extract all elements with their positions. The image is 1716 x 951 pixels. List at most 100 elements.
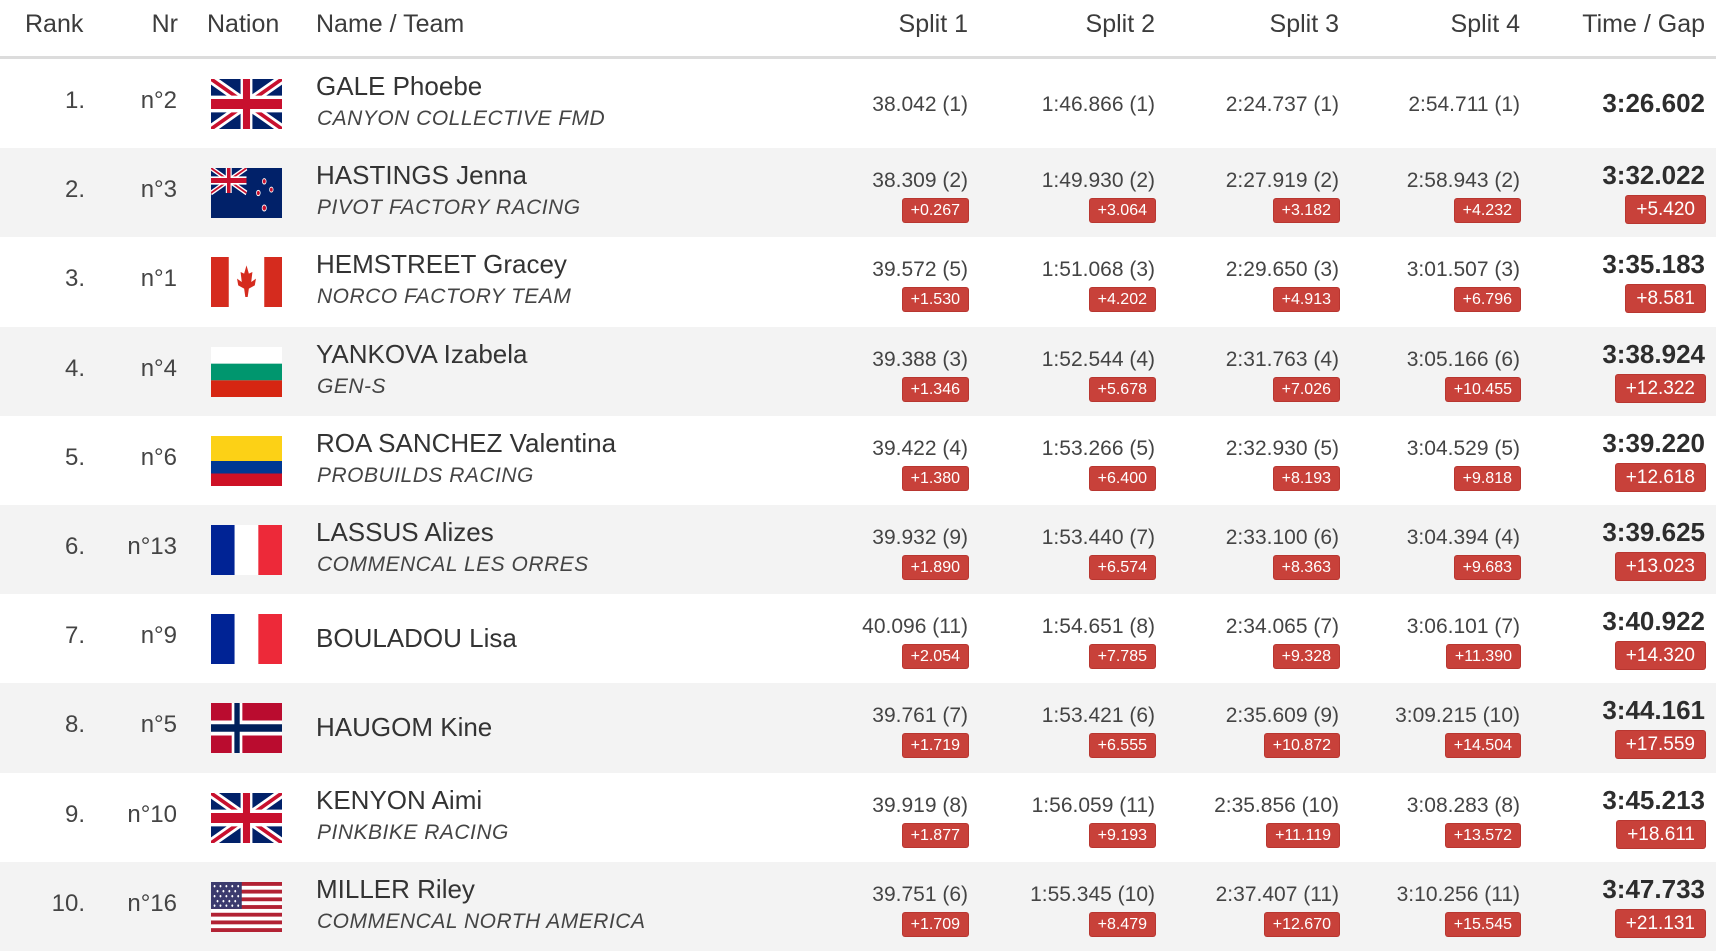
rider-name[interactable]: YANKOVA Izabela	[316, 338, 528, 369]
split-2-time: 1:56.059 (11)	[1031, 793, 1155, 817]
split-4-time: 2:54.711 (1)	[1408, 93, 1520, 116]
rider-name[interactable]: KENYON Aimi	[316, 784, 483, 815]
col-split-4[interactable]: Split 4	[1450, 10, 1520, 38]
finish-time: 3:35.183	[1602, 249, 1705, 280]
split-3-gap-badge: +3.182	[1273, 199, 1339, 223]
rank-value: 2.	[64, 176, 85, 204]
split-4-gap-badge: +13.572	[1445, 823, 1520, 847]
finish-gap-badge: +12.618	[1615, 463, 1705, 491]
rider-name[interactable]: GALE Phoebe	[316, 71, 483, 101]
split-4-gap-badge: +14.504	[1445, 734, 1520, 758]
team-name: PINKBIKE RACING	[317, 820, 509, 844]
bib-number: n°6	[140, 443, 177, 471]
team-name: NORCO FACTORY TEAM	[317, 285, 572, 309]
split-3-gap-badge: +10.872	[1264, 734, 1339, 758]
split-2-gap-badge: +5.678	[1089, 377, 1155, 401]
split-2-time: 1:46.866 (1)	[1041, 93, 1155, 116]
split-4-time: 3:04.529 (5)	[1406, 436, 1520, 460]
table-row[interactable]: 3. n°1 HEMSTREET Gracey NORCO FACTORY TEAM 3…	[0, 237, 1716, 326]
rider-name[interactable]: MILLER Riley	[316, 873, 475, 904]
col-split-2[interactable]: Split 2	[1085, 10, 1155, 38]
finish-gap-badge: +17.559	[1615, 731, 1705, 759]
split-3-gap-badge: +12.670	[1264, 912, 1339, 936]
us-flag-icon	[211, 881, 282, 932]
table-row[interactable]: 5. n°6 ROA SANCHEZ Valentina PROBUILDS RACI…	[0, 416, 1716, 505]
team-name: PIVOT FACTORY RACING	[317, 196, 581, 220]
table-row[interactable]: 4. n°4 YANKOVA Izabela GEN-S 39.388 (3) +1.34…	[0, 326, 1716, 416]
split-2-gap-badge: +8.479	[1089, 912, 1155, 936]
rank-value: 5.	[64, 443, 85, 471]
split-4-time: 3:01.507 (3)	[1406, 258, 1520, 282]
table-row[interactable]: 6. n°13 LASSUS Alizes COMMENCAL LES ORRES 39…	[0, 504, 1716, 595]
rider-name[interactable]: ROA SANCHEZ Valentina	[316, 427, 617, 458]
split-4-time: 2:58.943 (2)	[1406, 169, 1520, 193]
split-3-gap-badge: +11.119	[1267, 823, 1339, 847]
split-1-gap-badge: +2.054	[902, 645, 968, 669]
finish-time: 3:39.625	[1602, 516, 1705, 547]
gb-flag-icon	[211, 79, 282, 129]
table-row[interactable]: 10. n°16 MILLER Riley COMMENCAL NORTH AMERI…	[0, 861, 1716, 951]
bib-number: n°3	[140, 176, 177, 204]
table-header: Rank Nr Nation Name / Team Split 1 Split…	[0, 0, 1716, 59]
finish-time: 3:32.022	[1602, 160, 1705, 191]
split-1-gap-badge: +1.346	[902, 377, 968, 401]
rank-value: 7.	[64, 622, 85, 650]
col-split-3[interactable]: Split 3	[1269, 10, 1339, 38]
split-4-gap-badge: +9.683	[1454, 555, 1520, 579]
finish-gap-badge: +14.320	[1615, 642, 1705, 670]
split-3-time: 2:34.065 (7)	[1225, 615, 1339, 639]
table-row[interactable]: 7. n°9 BOULADOU Lisa 40.096 (11) +2.054 1:54.…	[0, 594, 1716, 683]
team-name: COMMENCAL NORTH AMERICA	[317, 909, 646, 933]
split-2-time: 1:53.440 (7)	[1041, 525, 1155, 549]
rank-value: 1.	[64, 87, 85, 114]
split-3-gap-badge: +4.913	[1273, 288, 1339, 312]
finish-gap-badge: +5.420	[1626, 196, 1705, 224]
split-1-gap-badge: +1.380	[902, 466, 968, 490]
split-2-time: 1:53.266 (5)	[1041, 436, 1155, 460]
rider-name[interactable]: BOULADOU Lisa	[316, 623, 517, 654]
split-2-gap-badge: +6.400	[1089, 466, 1155, 490]
col-rank[interactable]: Rank	[25, 10, 84, 38]
table-row[interactable]: 1. n°2 GALE Phoebe CANYON COLLECTIVE FMD 38.…	[0, 59, 1716, 148]
col-time-gap[interactable]: Time / Gap	[1582, 10, 1705, 38]
rank-value: 6.	[64, 532, 85, 560]
split-2-time: 1:54.651 (8)	[1041, 615, 1155, 639]
split-4-gap-badge: +9.818	[1454, 466, 1520, 490]
split-2-gap-badge: +4.202	[1089, 288, 1155, 312]
split-3-time: 2:33.100 (6)	[1225, 525, 1339, 549]
split-2-gap-badge: +6.574	[1089, 555, 1155, 579]
rider-name[interactable]: HASTINGS Jenna	[316, 160, 527, 191]
bib-number: n°10	[127, 800, 177, 828]
finish-time: 3:39.220	[1602, 427, 1705, 458]
rider-name[interactable]: HEMSTREET Gracey	[316, 249, 567, 280]
team-name: COMMENCAL LES ORRES	[317, 552, 589, 576]
split-1-time: 39.422 (4)	[872, 436, 968, 460]
rider-name[interactable]: HAUGOM Kine	[316, 712, 493, 743]
bib-number: n°13	[127, 532, 177, 560]
split-3-gap-badge: +8.193	[1273, 466, 1339, 490]
col-nation[interactable]: Nation	[207, 10, 280, 38]
table-row[interactable]: 2. n°3 HASTINGS Jenna PIVOT FACTORY RACING 3…	[0, 148, 1716, 238]
split-1-time: 39.919 (8)	[872, 793, 968, 817]
finish-gap-badge: +21.131	[1615, 909, 1705, 937]
split-2-gap-badge: +6.555	[1089, 734, 1155, 758]
rank-value: 8.	[64, 711, 85, 739]
table-row[interactable]: 9. n°10 KENYON Aimi PINKBIKE RACING 39.919 (…	[0, 773, 1716, 862]
bg-flag-icon	[211, 346, 282, 397]
rank-value: 3.	[64, 265, 85, 293]
col-split-1[interactable]: Split 1	[898, 10, 968, 38]
table-row[interactable]: 8. n°5 HAUGOM Kine 39.761 (7) +1.719 1:53.421…	[0, 683, 1716, 773]
split-3-time: 2:35.856 (10)	[1214, 793, 1339, 817]
fr-flag-icon	[211, 614, 282, 665]
nz-flag-icon	[211, 168, 282, 219]
split-4-gap-badge: +6.796	[1454, 288, 1520, 312]
split-1-time: 40.096 (11)	[862, 615, 968, 639]
finish-time: 3:45.213	[1602, 784, 1705, 815]
ca-flag-icon	[211, 257, 282, 308]
split-4-time: 3:10.256 (11)	[1396, 882, 1520, 906]
col-nr[interactable]: Nr	[151, 10, 178, 38]
rider-name[interactable]: LASSUS Alizes	[316, 516, 494, 547]
split-1-gap-badge: +1.719	[902, 734, 968, 758]
col-name-team[interactable]: Name / Team	[316, 10, 465, 38]
